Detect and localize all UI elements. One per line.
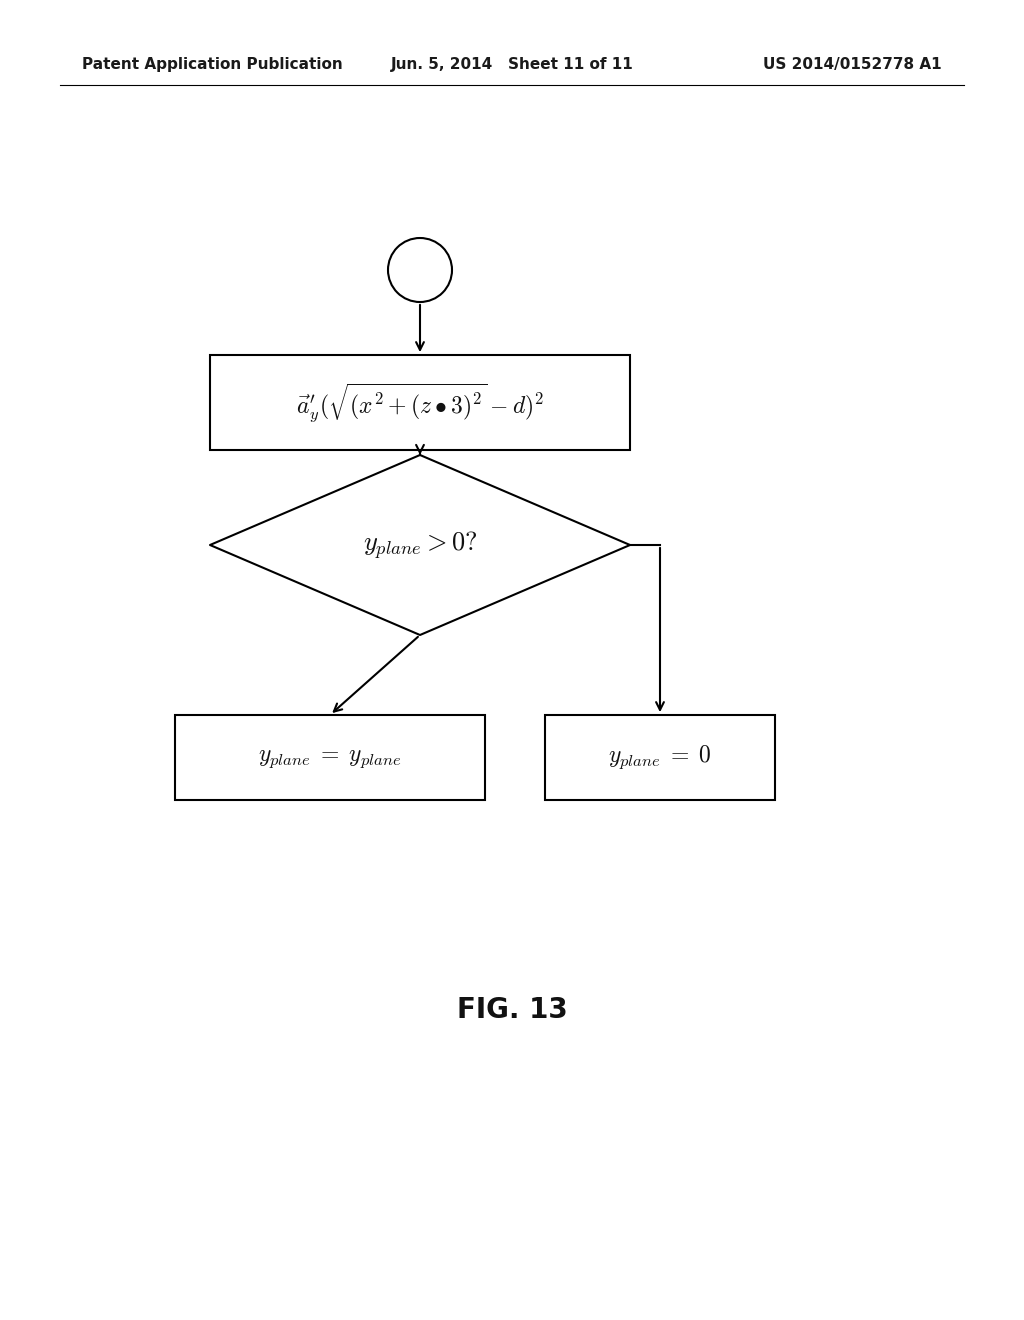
Bar [210,355,630,450]
Bar [545,715,775,800]
Bar [175,715,485,800]
Text: US 2014/0152778 A1: US 2014/0152778 A1 [764,58,942,73]
Text: $y_{plane} > 0?$: $y_{plane} > 0?$ [362,529,477,561]
Text: Patent Application Publication: Patent Application Publication [82,58,343,73]
Text: FIG. 13: FIG. 13 [457,997,567,1024]
Text: $\vec{a}^{\prime}_{y}(\sqrt{(x^2+(z\bullet 3)^2}-d)^2$: $\vec{a}^{\prime}_{y}(\sqrt{(x^2+(z\bull… [296,381,544,424]
Text: Jun. 5, 2014   Sheet 11 of 11: Jun. 5, 2014 Sheet 11 of 11 [390,58,634,73]
Text: $y_{plane}\; =\; 0$: $y_{plane}\; =\; 0$ [608,743,712,771]
Text: $y_{plane}\; =\; y_{plane}$: $y_{plane}\; =\; y_{plane}$ [258,746,401,770]
